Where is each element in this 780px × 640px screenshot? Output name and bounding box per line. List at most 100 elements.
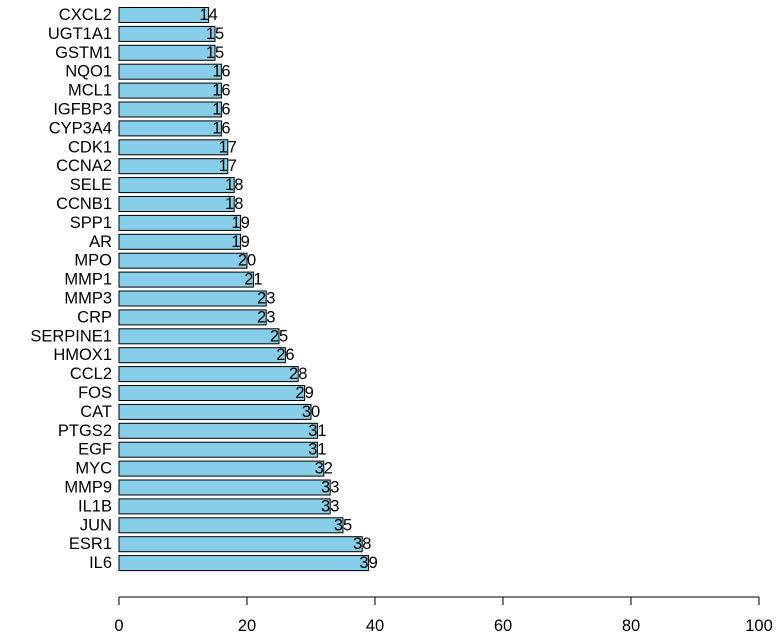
- category-label: MCL1: [68, 82, 112, 100]
- value-label: 30: [302, 403, 320, 421]
- category-label: HMOX1: [53, 346, 112, 364]
- bar-MYC: [118, 460, 325, 477]
- value-label: 19: [231, 214, 249, 232]
- category-label: CCNB1: [56, 195, 112, 213]
- category-label: JUN: [80, 516, 112, 534]
- bar-FOS: [118, 385, 306, 401]
- value-label: 16: [212, 101, 230, 119]
- value-label: 25: [270, 327, 288, 345]
- category-label: SPP1: [70, 214, 112, 232]
- category-label: CRP: [77, 308, 112, 326]
- bar-NQO1: [118, 63, 222, 80]
- category-label: CAT: [80, 403, 112, 421]
- value-label: 16: [212, 63, 230, 81]
- category-label: IL6: [89, 554, 112, 572]
- category-label: EGF: [78, 441, 112, 459]
- category-label: UGT1A1: [48, 25, 112, 43]
- bars-layer: CXCL2 14 UGT1A1 15 GSTM1 15 NQO1 16 MCL1 16 IGFBP3…: [30, 6, 377, 572]
- value-label: 23: [257, 290, 275, 308]
- value-label: 14: [199, 6, 217, 24]
- bar-CRP: [118, 309, 267, 326]
- x-tick-label: 80: [622, 617, 640, 635]
- bar-HMOX1: [118, 347, 286, 364]
- value-label: 18: [225, 176, 243, 194]
- value-label: 18: [225, 195, 243, 213]
- value-label: 35: [334, 516, 352, 534]
- x-tick-label: 0: [114, 617, 123, 635]
- value-label: 16: [212, 82, 230, 100]
- value-label: 33: [321, 479, 339, 497]
- bar-IGFBP3: [118, 101, 222, 118]
- bar-MPO: [118, 252, 248, 269]
- bar-SERPINE1: [118, 328, 280, 345]
- value-label: 31: [308, 422, 326, 440]
- value-label: 23: [257, 308, 275, 326]
- bar-MMP3: [118, 290, 267, 307]
- value-label: 28: [289, 365, 307, 383]
- category-label: NQO1: [65, 63, 112, 81]
- value-label: 16: [212, 119, 230, 137]
- value-label: 31: [308, 441, 326, 459]
- category-label: SELE: [70, 176, 112, 194]
- value-label: 29: [295, 384, 313, 402]
- value-label: 38: [353, 535, 371, 553]
- category-label: FOS: [78, 384, 112, 402]
- value-label: 32: [315, 460, 333, 478]
- category-label: MMP9: [64, 479, 112, 497]
- bar-CCNB1: [118, 196, 235, 212]
- bar-MMP9: [118, 479, 331, 496]
- bar-CYP3A4: [118, 120, 222, 137]
- x-axis: 0 20 40 60 80 100: [114, 596, 773, 635]
- bar-MMP1: [118, 271, 254, 288]
- value-label: 21: [244, 271, 262, 289]
- category-label: CXCL2: [59, 6, 112, 24]
- category-label: SERPINE1: [30, 327, 112, 345]
- value-label: 39: [359, 554, 377, 572]
- value-label: 26: [276, 346, 294, 364]
- bar-GSTM1: [118, 44, 216, 61]
- category-label: IL1B: [78, 497, 112, 515]
- x-tick-label: 20: [238, 617, 256, 635]
- value-label: 33: [321, 497, 339, 515]
- bar-CCNA2: [118, 158, 229, 175]
- value-label: 17: [219, 138, 237, 156]
- category-label: AR: [89, 233, 112, 251]
- category-label: MPO: [74, 252, 112, 270]
- category-label: CCL2: [70, 365, 112, 383]
- bar-EGF: [118, 441, 318, 458]
- value-label: 15: [206, 25, 224, 43]
- bar-CCL2: [118, 366, 299, 383]
- bar-CAT: [118, 403, 312, 420]
- category-label: CYP3A4: [49, 119, 112, 137]
- category-label: CDK1: [68, 138, 112, 156]
- category-label: GSTM1: [55, 44, 112, 62]
- category-label: MMP3: [64, 290, 112, 308]
- bar-IL1B: [118, 498, 331, 515]
- category-label: PTGS2: [58, 422, 112, 440]
- x-tick-label: 40: [366, 617, 384, 635]
- value-label: 20: [238, 252, 256, 270]
- bar-AR: [118, 233, 242, 250]
- bar-SELE: [118, 177, 235, 194]
- bar-IL6: [118, 555, 370, 572]
- bar-CXCL2: [118, 7, 210, 23]
- bar-SPP1: [118, 214, 242, 231]
- bar-PTGS2: [118, 422, 318, 439]
- category-label: ESR1: [69, 535, 112, 553]
- category-label: MMP1: [64, 271, 112, 289]
- bar-CDK1: [118, 139, 229, 156]
- bar-ESR1: [118, 536, 363, 553]
- value-label: 17: [219, 157, 237, 175]
- x-tick-label: 100: [745, 617, 773, 635]
- category-label: MYC: [75, 460, 112, 478]
- bar-JUN: [118, 517, 344, 534]
- category-label: CCNA2: [56, 157, 112, 175]
- value-label: 15: [206, 44, 224, 62]
- value-label: 19: [231, 233, 249, 251]
- category-label: IGFBP3: [53, 101, 112, 119]
- bar-MCL1: [118, 82, 222, 99]
- x-tick-label: 60: [494, 617, 512, 635]
- bar-UGT1A1: [118, 25, 216, 42]
